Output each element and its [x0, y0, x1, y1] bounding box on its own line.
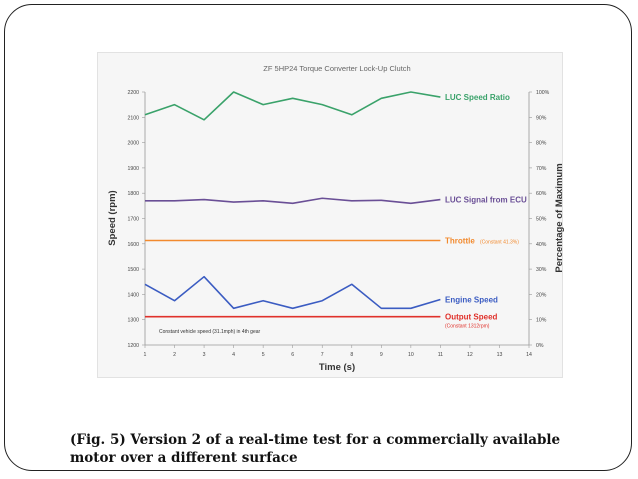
- y-tick-label: 1200: [127, 343, 139, 349]
- series-label-0: LUC Speed Ratio: [445, 93, 510, 102]
- x-tick-label: 12: [467, 352, 473, 358]
- chart-panel: [97, 52, 563, 378]
- y-tick-label: 1900: [127, 166, 139, 172]
- y2-tick-label: 10%: [536, 318, 547, 324]
- y2-tick-label: 20%: [536, 292, 547, 298]
- y2-tick-label: 0%: [536, 343, 544, 349]
- chart-annotation: Constant vehicle speed (31.1mph) in 4th …: [159, 329, 261, 335]
- y-tick-label: 2000: [127, 141, 139, 147]
- series-line-0: [144, 91, 441, 121]
- caption-line-1: (Fig. 5) Version 2 of a real-time test f…: [70, 432, 561, 448]
- y2-tick-label: 60%: [536, 191, 547, 197]
- x-tick-label: 6: [291, 352, 294, 358]
- y2-tick-label: 70%: [536, 166, 547, 172]
- y-tick-label: 1700: [127, 217, 139, 223]
- x-tick-label: 10: [408, 352, 414, 358]
- x-tick-label: 3: [203, 352, 206, 358]
- y-tick-label: 1800: [127, 191, 139, 197]
- x-tick-label: 14: [526, 352, 532, 358]
- figure-caption: (Fig. 5) Version 2 of a real-time test f…: [70, 431, 630, 467]
- y-tick-label: 1600: [127, 242, 139, 248]
- y2-axis-title: Percentage of Maximum: [554, 163, 565, 272]
- y2-tick-label: 100%: [536, 90, 550, 96]
- series-label-2: Throttle: [445, 237, 475, 246]
- chart-title: ZF 5HP24 Torque Converter Lock-Up Clutch: [263, 64, 410, 73]
- y2-tick-label: 50%: [536, 217, 547, 223]
- y2-tick-label: 40%: [536, 242, 547, 248]
- y2-tick-label: 30%: [536, 267, 547, 273]
- series-label-3: Engine Speed: [445, 295, 498, 304]
- x-axis-title: Time (s): [319, 362, 355, 373]
- y-tick-label: 2200: [127, 90, 139, 96]
- x-tick-label: 2: [173, 352, 176, 358]
- y-tick-label: 1500: [127, 267, 139, 273]
- y-tick-label: 1300: [127, 318, 139, 324]
- series-note-4: (Constant 1312rpm): [445, 324, 490, 330]
- series-line-3: [144, 275, 441, 310]
- x-tick-label: 9: [380, 352, 383, 358]
- caption-line-2: motor over a different surface: [70, 450, 298, 466]
- series-label-4: Output Speed: [445, 313, 498, 322]
- y-tick-label: 2100: [127, 115, 139, 121]
- y2-tick-label: 80%: [536, 141, 547, 147]
- x-tick-label: 4: [232, 352, 235, 358]
- x-tick-label: 8: [350, 352, 353, 358]
- y-axis-title: Speed (rpm): [107, 190, 118, 245]
- x-tick-label: 7: [321, 352, 324, 358]
- x-tick-label: 11: [438, 352, 443, 358]
- y2-tick-label: 90%: [536, 115, 547, 121]
- series-line-1: [145, 197, 441, 205]
- x-tick-label: 1: [144, 352, 147, 358]
- series-note-2: (Constant 41.3%): [480, 240, 519, 246]
- series-label-1: LUC Signal from ECU: [445, 196, 527, 205]
- x-tick-label: 5: [262, 352, 265, 358]
- y-tick-label: 1400: [127, 292, 139, 298]
- x-tick-label: 13: [497, 352, 503, 358]
